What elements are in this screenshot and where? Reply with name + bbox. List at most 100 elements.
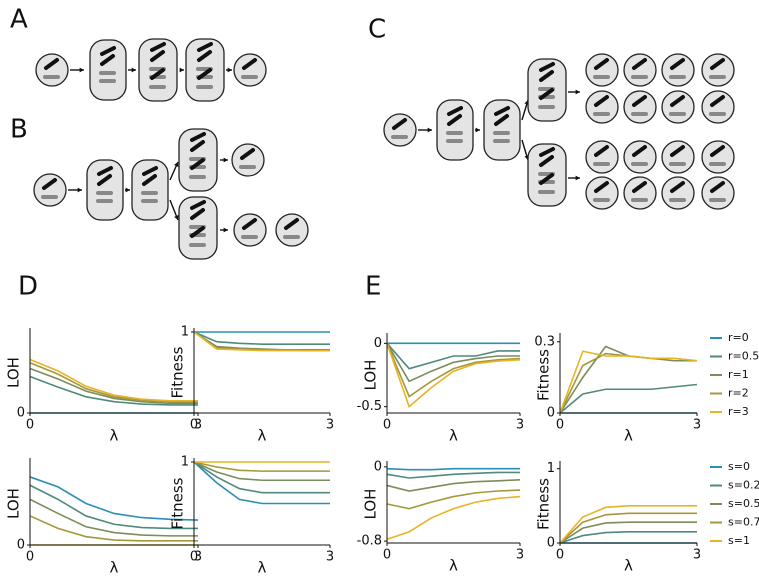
panel-label: C [368,15,386,45]
cell [89,39,127,101]
chromosome [150,50,165,62]
chromosome [197,50,212,62]
chromosome [710,181,725,193]
series-line [559,521,697,544]
x-tick-label: 3 [326,418,334,433]
chromosome [284,218,299,230]
series-line [386,489,521,510]
chromosome [142,174,157,186]
x-tick-label: 0 [26,550,34,565]
chromosome [539,155,554,167]
y-axis-label: LOH [5,488,23,519]
cell [701,140,735,174]
series-line [29,362,198,403]
y-tick-label: 0 [17,538,25,553]
chromosome [97,166,113,176]
legend-label: s=0.75 [728,516,759,529]
chromosome [150,42,166,52]
legend-label: s=0.25 [728,479,759,492]
series-line [29,367,198,405]
cell [623,176,657,210]
chromosome [539,88,554,100]
series-line [29,484,198,530]
legend-label: r=0 [728,331,749,344]
y-tick-label: 1 [181,325,189,340]
cell [35,53,69,87]
x-axis-label: λ [110,559,119,576]
arrow-head [79,67,84,73]
chromosome [539,70,554,82]
arrow-head [174,215,179,220]
cell [701,53,735,87]
x-tick-label: 0 [556,418,564,433]
cell [585,176,619,210]
chromosome [670,181,685,193]
chromosome [670,95,685,107]
cell [661,53,695,87]
chromosome [197,68,212,80]
chromosome [242,58,257,70]
series-line [386,471,520,479]
y-tick-label: 0 [374,459,382,474]
chromosome [710,145,725,157]
series-line [29,476,199,521]
series-line [386,495,521,541]
x-axis-label: λ [449,427,458,445]
y-tick-label: -0.8 [357,534,382,549]
panel-label: A [10,5,28,35]
chromosome [392,118,407,130]
chromosome [150,68,165,80]
cell [585,53,619,87]
series-line [386,342,520,383]
cell [233,213,267,247]
chromosome [632,95,647,107]
chromosome [594,58,609,70]
x-axis-label: λ [624,557,633,575]
arrow-head [174,162,179,167]
chromosome [142,166,158,176]
series-line [559,350,698,414]
chromosome [670,58,685,70]
chromosome [190,208,205,220]
chromosome [594,181,609,193]
cell [483,99,521,161]
series-line [386,467,520,471]
legend-label: r=2 [728,387,749,400]
x-axis-label: λ [258,427,267,445]
series-line [559,505,697,544]
x-tick-label: 3 [194,418,202,433]
chromosome [670,145,685,157]
cell [383,113,417,147]
chromosome [594,95,609,107]
cell [231,143,265,177]
chromosome [100,54,115,66]
series-line [193,461,330,482]
arrow-head [179,67,184,73]
cell [585,140,619,174]
cell [623,53,657,87]
cell [661,176,695,210]
x-tick-label: 3 [194,550,202,565]
x-tick-label: 3 [693,418,701,433]
arrow-head [427,127,432,133]
y-axis-label: Fitness [535,478,553,530]
arrow-head [575,175,580,181]
y-axis-label: Fitness [169,477,187,529]
cell [623,140,657,174]
chromosome [190,132,206,142]
cell [233,53,267,87]
cell [33,173,67,207]
x-tick-label: 0 [26,418,34,433]
chromosome [632,145,647,157]
series-line [193,331,330,345]
chromosome [710,58,725,70]
series-line [386,342,520,370]
chromosome [97,174,112,186]
y-tick-label: 0 [374,336,382,351]
x-tick-label: 0 [190,418,198,433]
x-tick-label: 0 [383,418,391,433]
y-axis-label: Fitness [535,349,553,401]
chromosome [190,200,206,210]
series-line [193,331,330,351]
